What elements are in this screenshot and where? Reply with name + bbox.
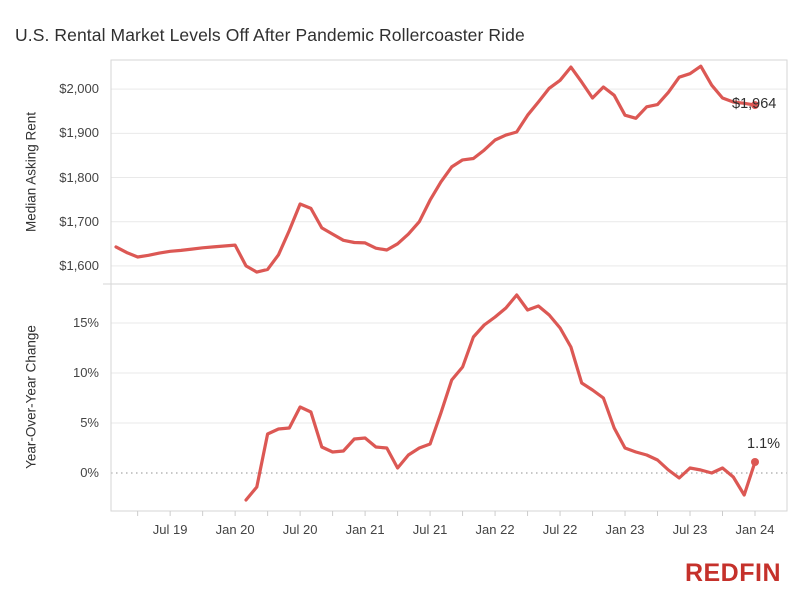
median-asking-rent-end-dot (751, 101, 759, 110)
panel-border (110, 283, 788, 512)
year-over-year-change-line (244, 293, 757, 502)
chart-title: U.S. Rental Market Levels Off After Pand… (15, 25, 525, 45)
median-asking-rent-line (114, 64, 757, 274)
year-over-year-change-end-dot (751, 458, 759, 466)
